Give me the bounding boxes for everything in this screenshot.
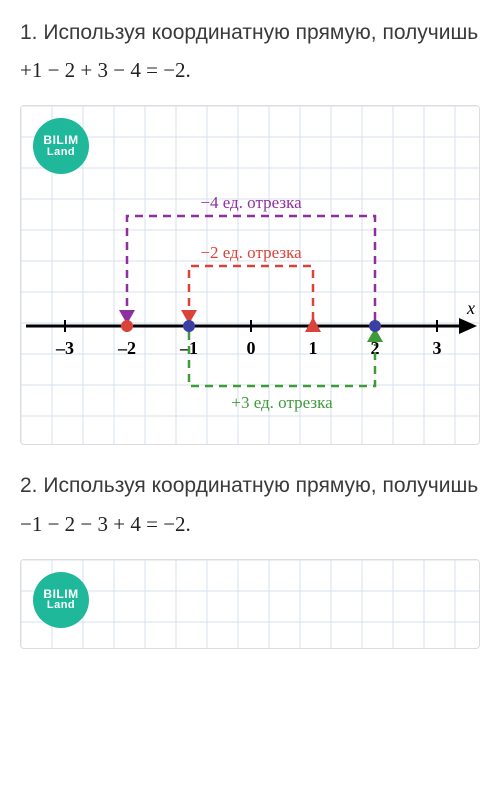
grid bbox=[21, 560, 480, 649]
badge-line2: Land bbox=[47, 600, 75, 612]
svg-text:x: x bbox=[466, 298, 475, 318]
svg-text:–2: –2 bbox=[117, 338, 136, 358]
diagram-2-partial: BILIM Land bbox=[20, 559, 480, 649]
problem-2-text: 2. Используя координатную прямую, получи… bbox=[20, 471, 480, 501]
svg-text:3: 3 bbox=[433, 338, 442, 358]
problem-1-equation: +1 − 2 + 3 − 4 = −2. bbox=[20, 58, 480, 83]
badge-line2: Land bbox=[47, 147, 75, 159]
problem-1-text: 1. Используя координатную прямую, получи… bbox=[20, 18, 480, 48]
problem-2-equation: −1 − 2 − 3 + 4 = −2. bbox=[20, 512, 480, 537]
diagram-1: x–3–2–10123−4 ед. отрезка−2 ед. отрезка+… bbox=[20, 105, 480, 445]
bilim-badge: BILIM Land bbox=[33, 572, 89, 628]
svg-text:−4 ед. отрезка: −4 ед. отрезка bbox=[200, 193, 302, 212]
svg-text:+3 ед. отрезка: +3 ед. отрезка bbox=[231, 393, 333, 412]
problem-1: 1. Используя координатную прямую, получи… bbox=[20, 18, 480, 445]
svg-text:–3: –3 bbox=[55, 338, 74, 358]
svg-text:1: 1 bbox=[309, 338, 318, 358]
svg-text:0: 0 bbox=[247, 338, 256, 358]
problem-2: 2. Используя координатную прямую, получи… bbox=[20, 471, 480, 648]
svg-text:−2 ед. отрезка: −2 ед. отрезка bbox=[200, 243, 302, 262]
